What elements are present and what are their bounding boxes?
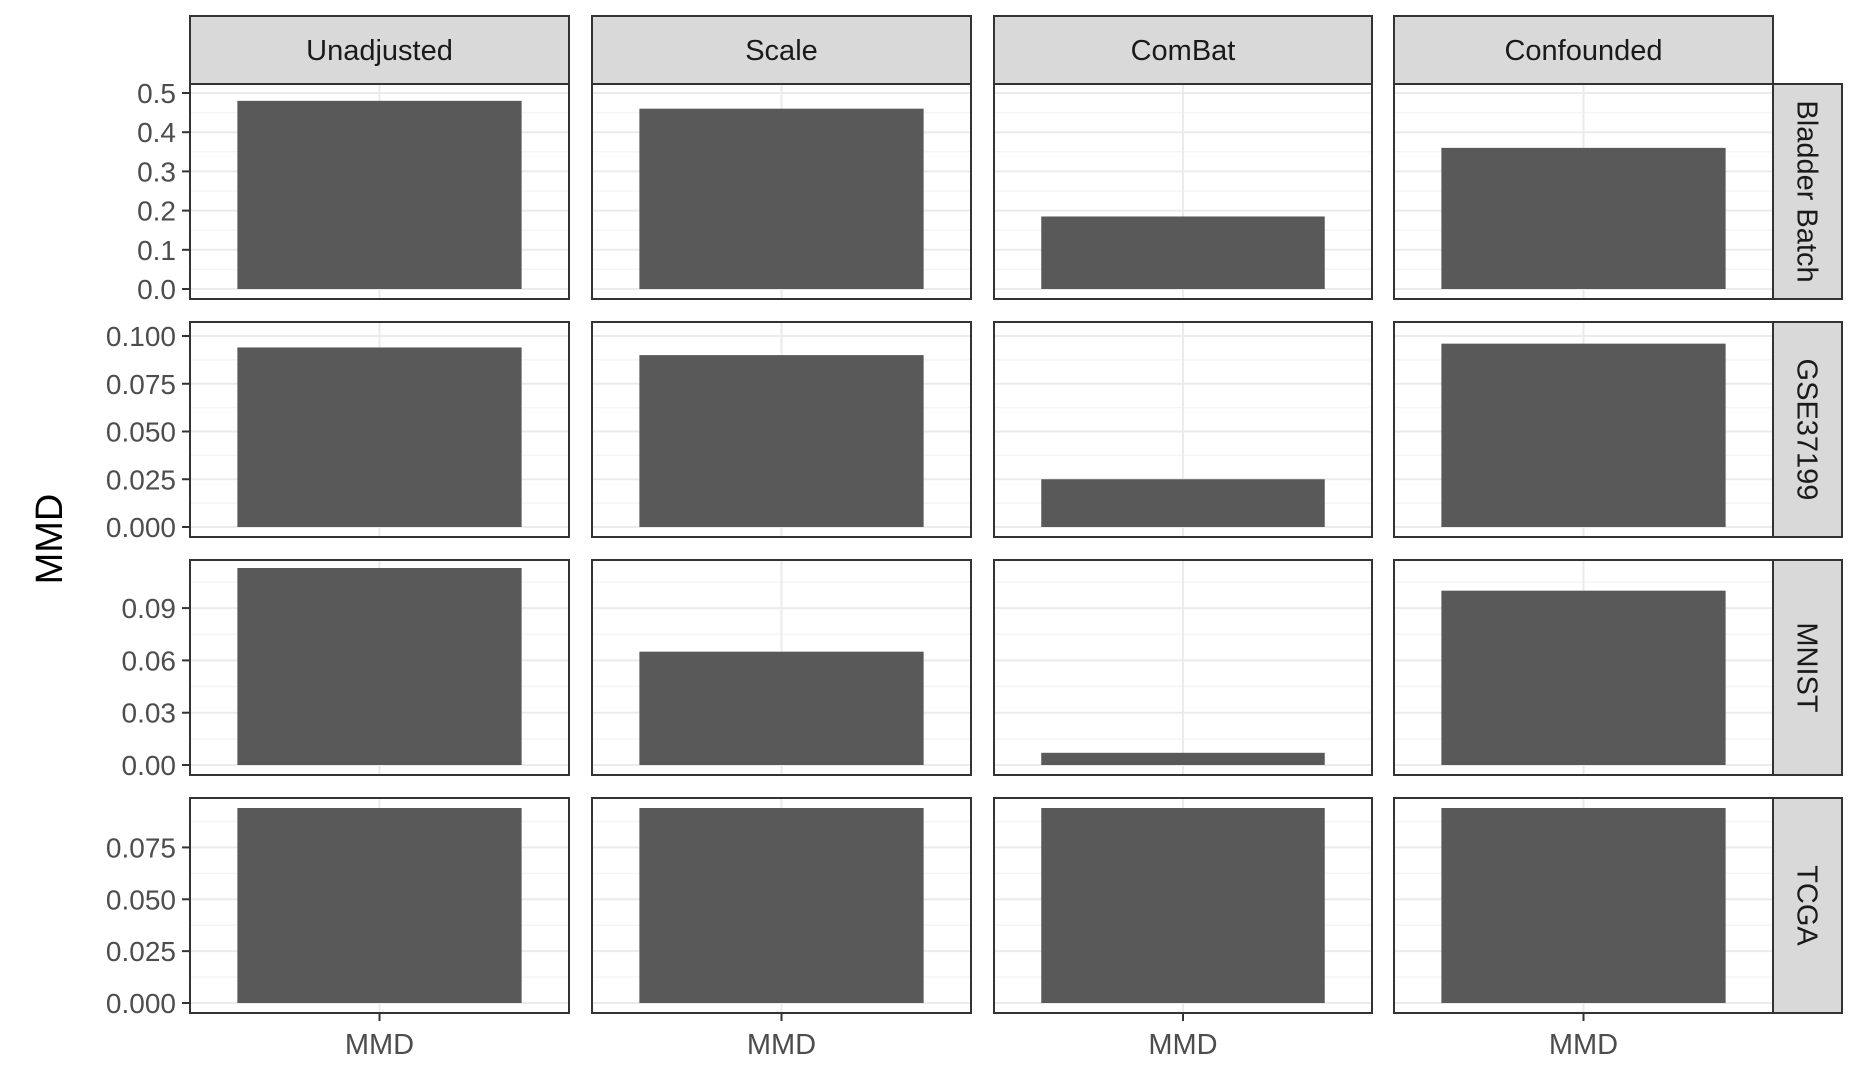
col-strip-bg bbox=[189, 15, 570, 85]
col-strip-label: Unadjusted bbox=[306, 35, 453, 67]
y-tick-label: 0.00 bbox=[122, 750, 177, 781]
bar bbox=[237, 100, 522, 289]
bar bbox=[1441, 343, 1726, 527]
panel-border bbox=[591, 559, 972, 776]
col-strip-bg bbox=[1393, 15, 1774, 85]
y-tick-label: 0.1 bbox=[137, 235, 176, 266]
panel-border bbox=[1393, 321, 1774, 538]
panel-border bbox=[189, 321, 570, 538]
bar bbox=[1441, 808, 1726, 1003]
col-strip-bg bbox=[993, 15, 1373, 85]
bar bbox=[1041, 479, 1325, 527]
y-tick-label: 0.075 bbox=[106, 832, 176, 863]
bar bbox=[237, 347, 522, 527]
col-strip-label: Scale bbox=[745, 35, 818, 67]
y-tick-label: 0.025 bbox=[106, 936, 176, 967]
x-tick-label: MMD bbox=[747, 1029, 816, 1061]
bar bbox=[639, 355, 924, 527]
bar bbox=[237, 568, 522, 765]
col-strip-label: Confounded bbox=[1504, 35, 1662, 67]
row-strip-bg bbox=[1772, 559, 1843, 776]
panel-border bbox=[591, 83, 972, 300]
y-tick-label: 0.4 bbox=[137, 117, 176, 148]
y-tick-label: 0.3 bbox=[137, 156, 176, 187]
row-strip-label: MNIST bbox=[1791, 622, 1823, 713]
row-strip-bg bbox=[1772, 83, 1843, 300]
panel-border bbox=[993, 559, 1373, 776]
y-tick-label: 0.075 bbox=[106, 369, 176, 400]
y-tick-label: 0.09 bbox=[122, 593, 177, 624]
row-strip-label: Bladder Batch bbox=[1791, 100, 1823, 282]
y-axis-title: MMD bbox=[29, 494, 71, 585]
y-tick-label: 0.0 bbox=[137, 274, 176, 305]
col-strip-label: ComBat bbox=[1131, 35, 1236, 67]
y-tick-label: 0.050 bbox=[106, 417, 176, 448]
bar bbox=[1041, 752, 1325, 765]
y-tick-label: 0.2 bbox=[137, 196, 176, 227]
bar bbox=[237, 808, 522, 1003]
y-tick-label: 0.5 bbox=[137, 78, 176, 109]
y-tick-label: 0.025 bbox=[106, 464, 176, 495]
panel-border bbox=[993, 83, 1373, 300]
bar bbox=[639, 108, 924, 290]
row-strip-label: GSE37199 bbox=[1791, 359, 1823, 501]
col-strip-bg bbox=[591, 15, 972, 85]
row-strip-label: TCGA bbox=[1791, 865, 1823, 946]
y-tick-label: 0.000 bbox=[106, 512, 176, 543]
row-strip-bg bbox=[1772, 321, 1843, 538]
bar bbox=[1041, 216, 1325, 289]
x-tick-label: MMD bbox=[345, 1029, 414, 1061]
y-tick-label: 0.06 bbox=[122, 645, 177, 676]
bar bbox=[1041, 808, 1325, 1003]
bar bbox=[1441, 590, 1726, 765]
panel-border bbox=[993, 321, 1373, 538]
bar bbox=[639, 808, 924, 1003]
y-tick-label: 0.03 bbox=[122, 698, 177, 729]
panel-border bbox=[189, 559, 570, 776]
x-tick-label: MMD bbox=[1148, 1029, 1217, 1061]
panel-border bbox=[189, 83, 570, 300]
panel-border bbox=[1393, 83, 1774, 300]
x-tick-label: MMD bbox=[1549, 1029, 1618, 1061]
bar bbox=[639, 651, 924, 765]
bar bbox=[1441, 147, 1726, 289]
y-tick-label: 0.050 bbox=[106, 884, 176, 915]
y-tick-label: 0.000 bbox=[106, 988, 176, 1019]
panel-border bbox=[1393, 559, 1774, 776]
y-tick-label: 0.100 bbox=[106, 321, 176, 352]
panel-border bbox=[591, 321, 972, 538]
